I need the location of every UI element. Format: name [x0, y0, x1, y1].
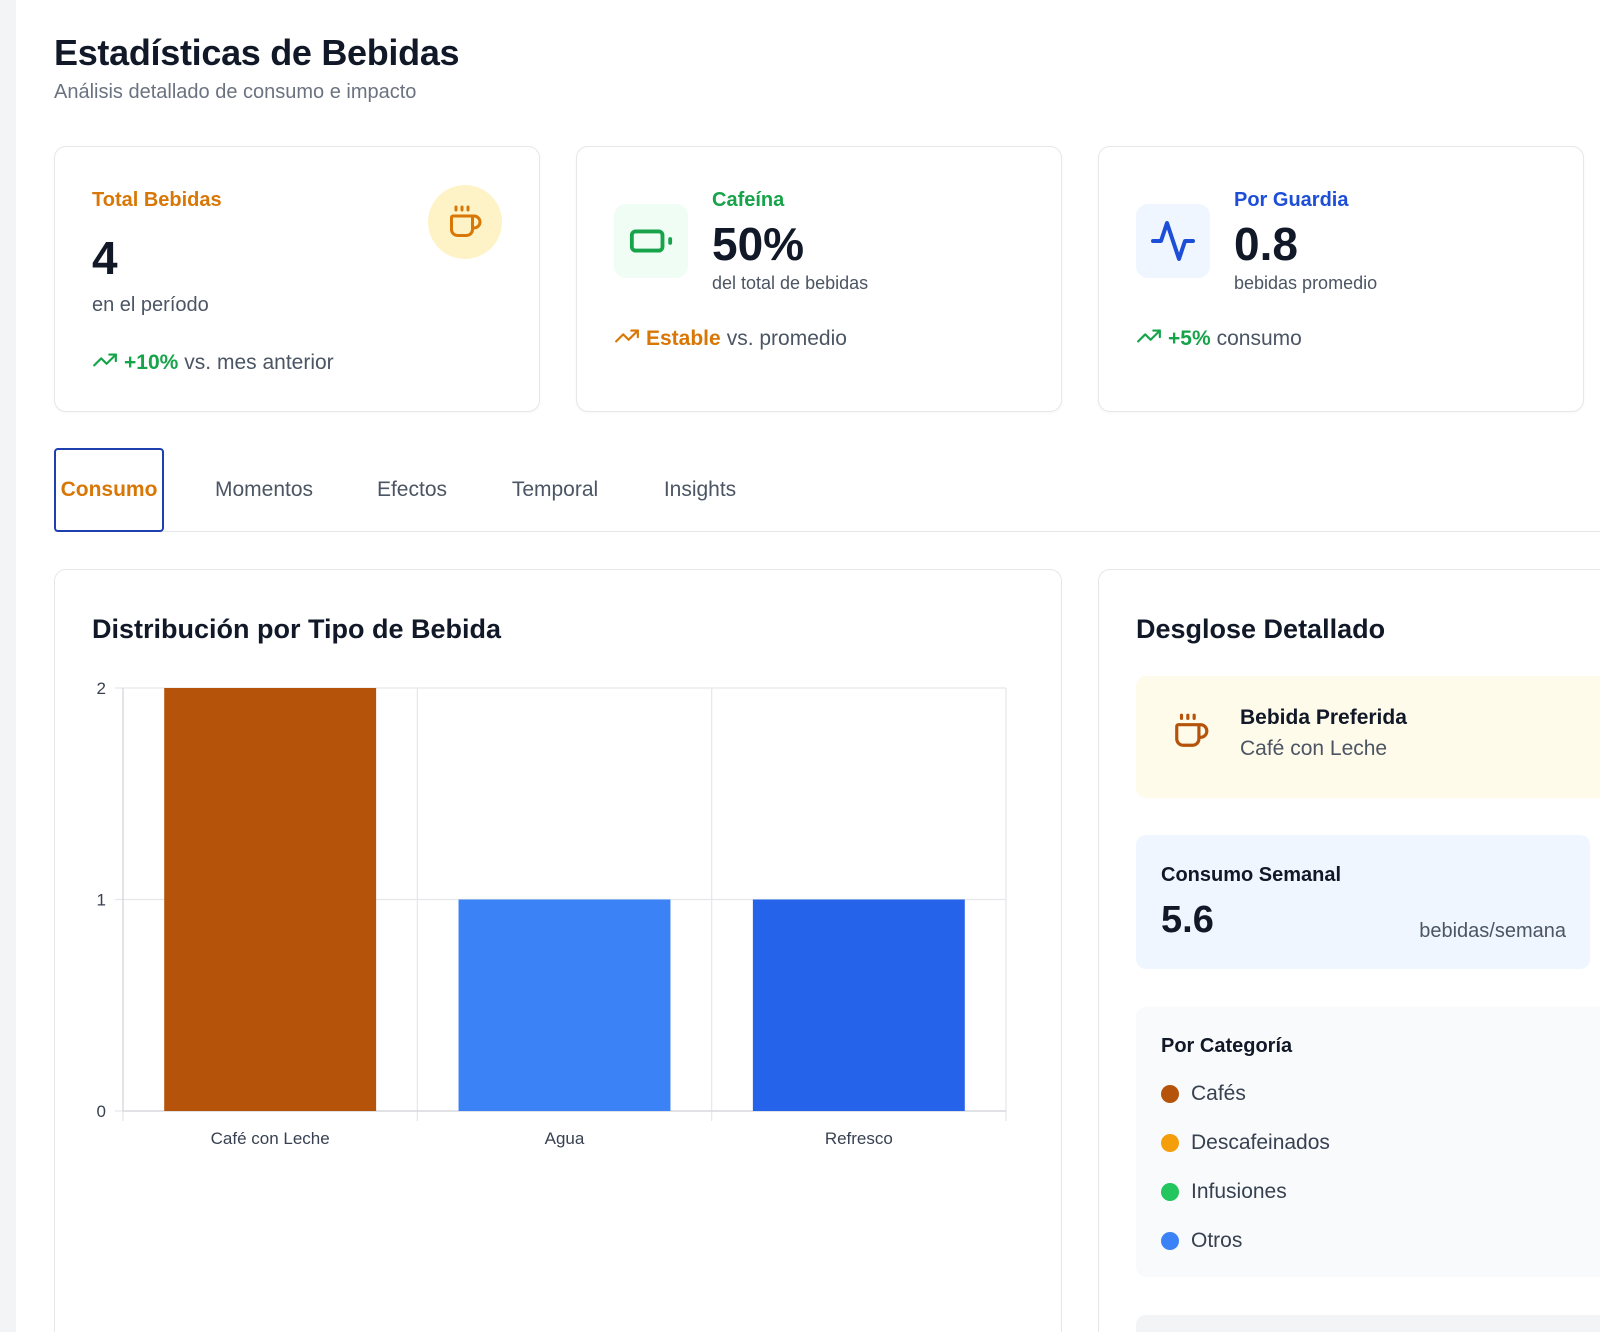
- category-label: Cafés: [1191, 1082, 1246, 1105]
- page: Estadísticas de Bebidas Análisis detalla…: [54, 0, 1600, 1332]
- category-dot: [1161, 1134, 1179, 1152]
- bar: [164, 688, 377, 1111]
- x-tick-label: Refresco: [825, 1129, 893, 1148]
- stat-description: en el período: [92, 294, 209, 316]
- stat-card-per-shift: Por Guardia 0.8 bebidas promedio +5% con…: [1098, 146, 1584, 412]
- x-tick-label: Agua: [545, 1129, 585, 1148]
- category-item: Otros: [1161, 1229, 1242, 1253]
- x-tick-label: Café con Leche: [211, 1129, 330, 1148]
- page-subtitle: Análisis detallado de consumo e impacto: [54, 81, 417, 103]
- trend-text: vs. mes anterior: [184, 351, 334, 374]
- category-title: Por Categoría: [1161, 1035, 1293, 1057]
- preferred-title: Bebida Preferida: [1240, 706, 1407, 729]
- trending-up-icon: [92, 347, 118, 379]
- tab-temporal[interactable]: Temporal: [511, 478, 599, 501]
- category-item: Cafés: [1161, 1082, 1246, 1106]
- category-label: Descafeinados: [1191, 1131, 1330, 1154]
- stat-value: 50%: [712, 218, 805, 270]
- trending-up-icon: [1136, 323, 1162, 355]
- bar-chart: 0 1 2 Café con Leche Agua Refresco: [97, 679, 1007, 1148]
- stat-value: 4: [92, 232, 118, 284]
- additional-card: [1136, 1315, 1600, 1332]
- bar: [458, 899, 671, 1111]
- tab-consumo[interactable]: Consumo: [54, 448, 164, 532]
- stat-label: Cafeína: [712, 189, 785, 211]
- breakdown-panel: Desglose Detallado Bebida Preferida Café…: [1098, 569, 1600, 1332]
- coffee-cup-icon: [428, 185, 502, 259]
- bar: [752, 899, 965, 1111]
- category-dot: [1161, 1183, 1179, 1201]
- weekly-consumption-card: Consumo Semanal 5.6 bebidas/semana: [1136, 835, 1590, 969]
- tab-bar: Consumo Momentos Efectos Temporal Insigh…: [54, 448, 1600, 532]
- category-label: Infusiones: [1191, 1180, 1287, 1203]
- weekly-unit: bebidas/semana: [1419, 920, 1566, 942]
- trend-value: +5%: [1168, 327, 1211, 350]
- tab-insights[interactable]: Insights: [663, 478, 737, 501]
- chart-panel: Distribución por Tipo de Bebida 0 1 2 Café …: [54, 569, 1062, 1332]
- left-rail: [0, 0, 16, 1332]
- stat-label: Total Bebidas: [92, 189, 222, 211]
- page-title: Estadísticas de Bebidas: [54, 32, 460, 73]
- battery-icon: [614, 204, 688, 278]
- category-item: Infusiones: [1161, 1180, 1287, 1204]
- stat-label: Por Guardia: [1234, 189, 1349, 211]
- tab-momentos[interactable]: Momentos: [214, 478, 314, 501]
- preferred-value: Café con Leche: [1240, 737, 1388, 760]
- trend-value: Estable: [646, 327, 721, 350]
- y-tick-label: 2: [97, 679, 106, 698]
- trend-text: vs. promedio: [726, 327, 847, 350]
- activity-pulse-icon: [1136, 204, 1210, 278]
- category-item: Descafeinados: [1161, 1131, 1330, 1155]
- category-dot: [1161, 1085, 1179, 1103]
- stat-card-caffeine: Cafeína 50% del total de bebidas Estable…: [576, 146, 1062, 412]
- category-dot: [1161, 1232, 1179, 1250]
- category-card: Por Categoría Cafés Descafeinados Infusi…: [1136, 1007, 1600, 1277]
- trend-text: consumo: [1216, 327, 1302, 350]
- trend-value: +10%: [124, 351, 179, 374]
- breakdown-title: Desglose Detallado: [1136, 614, 1386, 644]
- category-label: Otros: [1191, 1229, 1243, 1252]
- preferred-drink-card: Bebida Preferida Café con Leche: [1136, 676, 1600, 798]
- stat-description: bebidas promedio: [1234, 273, 1378, 293]
- y-tick-label: 0: [97, 1102, 106, 1121]
- tab-efectos[interactable]: Efectos: [376, 478, 448, 501]
- trend-row: Estable vs. promedio: [614, 323, 847, 355]
- stat-card-total: Total Bebidas 4 en el período +10% vs. m…: [54, 146, 540, 412]
- trend-row: +10% vs. mes anterior: [92, 347, 334, 379]
- weekly-value: 5.6: [1161, 899, 1214, 941]
- chart-title: Distribución por Tipo de Bebida: [92, 614, 502, 644]
- weekly-title: Consumo Semanal: [1161, 864, 1342, 886]
- stat-value: 0.8: [1234, 218, 1298, 270]
- trend-row: +5% consumo: [1136, 323, 1302, 355]
- coffee-cup-icon: [1172, 712, 1210, 755]
- stat-description: del total de bebidas: [712, 273, 869, 293]
- y-tick-label: 1: [97, 891, 106, 910]
- trending-up-icon: [614, 323, 640, 355]
